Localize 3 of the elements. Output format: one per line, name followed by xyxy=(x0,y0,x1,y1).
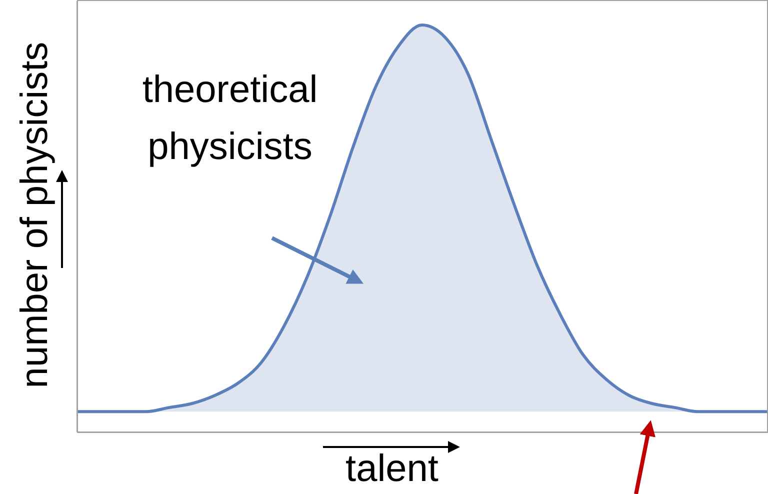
annotation: theoretical physicists xyxy=(141,68,319,170)
y-axis-title: number of physicists xyxy=(13,40,57,390)
x-axis-title: talent xyxy=(344,447,440,492)
